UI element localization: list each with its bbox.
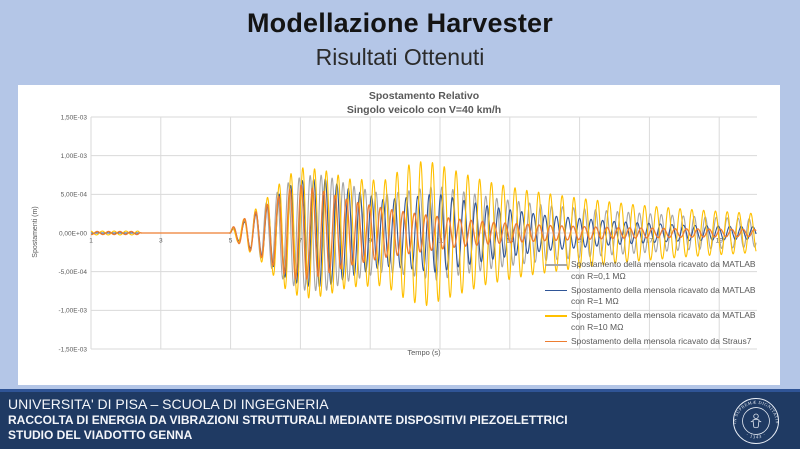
slide-subtitle: Risultati Ottenuti <box>315 44 485 70</box>
x-tick-label: 7 <box>299 238 303 245</box>
legend-label: Spostamento della mensola ricavato da MA… <box>571 284 756 307</box>
legend-label: Spostamento della mensola ricavato da St… <box>571 335 752 346</box>
seal-motto-text: IN SUPREMÆ DIGNITATIS <box>732 400 780 424</box>
legend-label: Spostamento della mensola ricavato da MA… <box>571 310 756 332</box>
chart-canvas: 1,50E-03 1,00E-03 5,00E-04 0,00E+00 -5,00E-0… <box>58 114 757 353</box>
legend-swatch-orange <box>545 340 567 342</box>
x-tick-label: 1 <box>89 238 93 245</box>
x-tick-label: 11 <box>437 238 444 245</box>
y-tick-label: -5,00E-04 <box>58 269 87 276</box>
x-tick-label: 5 <box>229 238 233 245</box>
chart-title-line1: Spostamento Relativo <box>368 90 480 102</box>
y-tick-label: 1,50E-03 <box>61 114 88 121</box>
slide-title: Modellazione Harvester <box>246 8 553 38</box>
seal-figure <box>750 413 762 429</box>
legend-item: Spostamento della mensola ricavato da MA… <box>545 285 783 308</box>
legend-item: Spostamento della mensola ricavato da St… <box>545 336 783 348</box>
legend-swatch-blue <box>545 289 567 291</box>
footer-project-title: RACCOLTA DI ENERGIA DA VIBRAZIONI STRUTT… <box>8 413 568 427</box>
chart-legend: Spostamento della mensola ricavato da MA… <box>545 259 783 350</box>
chart-panel: 1,50E-03 1,00E-03 5,00E-04 0,00E+00 -5,00E-0… <box>18 85 780 385</box>
y-tick-label: 0,00E+00 <box>59 230 87 237</box>
y-tick-label: 1,00E-03 <box>61 153 88 160</box>
y-tick-label: 5,00E-04 <box>61 192 88 199</box>
university-of-pisa-seal: IN SUPREMÆ DIGNITATIS · 1343 · <box>732 397 780 445</box>
legend-item: Spostamento della mensola ricavato da MA… <box>545 310 783 333</box>
footer-study-title: STUDIO DEL VIADOTTO GENNA <box>8 428 193 442</box>
y-axis-title: Spostamenti (m) <box>32 206 39 258</box>
y-tick-label: -1,00E-03 <box>58 308 87 315</box>
legend-swatch-gray <box>545 264 567 266</box>
legend-item: Spostamento della mensola ricavato da MA… <box>545 259 783 282</box>
series-line-3 <box>90 184 757 280</box>
chart-title-line2: Singolo veicolo con V=40 km/h <box>346 103 502 116</box>
footer-university: UNIVERSITA' DI PISA – SCUOLA DI INGEGNER… <box>8 396 329 412</box>
chart-title: Spostamento Relativo Singolo veicolo con… <box>91 90 757 117</box>
legend-swatch-yellow <box>545 315 567 317</box>
seal-outer-ring <box>732 397 780 445</box>
y-tick-label: -1,50E-03 <box>58 346 87 353</box>
seal-inner-ring <box>742 407 770 435</box>
seal-year-text: · 1343 · <box>745 433 768 441</box>
x-axis-title: Tempo (s) <box>407 348 441 357</box>
x-tick-label: 15 <box>576 238 584 245</box>
x-tick-label: 3 <box>159 238 163 245</box>
footer-bar: UNIVERSITA' DI PISA – SCUOLA DI INGEGNER… <box>0 389 800 449</box>
legend-label: Spostamento della mensola ricavato da MA… <box>571 259 756 281</box>
x-tick-label: 17 <box>646 238 654 245</box>
